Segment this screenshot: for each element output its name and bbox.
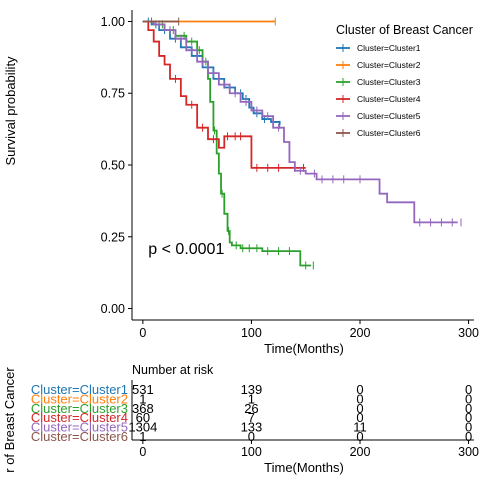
km-chart: 0.00 0.25 0.50 0.75 1.00 0 100 200 300 Survival… <box>3 10 479 356</box>
legend-item-label: Cluster=Cluster2 <box>357 60 421 70</box>
km-x-tick-label: 100 <box>241 326 262 340</box>
km-y-axis-label: Survival probability <box>3 56 18 166</box>
legend: Cluster of Breast Cancer Cluster=Cluster… <box>336 23 473 138</box>
legend-item-label: Cluster=Cluster4 <box>357 94 421 104</box>
km-y-tick-label: 0.00 <box>101 302 125 316</box>
risk-table: Number at risk r of Breast Cancer Cluste… <box>2 363 479 475</box>
risk-x-tick-label: 0 <box>139 445 146 459</box>
risk-x-tick-label: 200 <box>350 445 371 459</box>
km-y-tick-label: 0.25 <box>101 230 125 244</box>
km-y-tick-label: 0.50 <box>101 159 125 173</box>
km-y-ticks: 0.00 0.25 0.50 0.75 1.00 <box>101 15 132 316</box>
legend-item-label: Cluster=Cluster5 <box>357 111 421 121</box>
km-x-tick-label: 0 <box>139 326 146 340</box>
km-x-tick-label: 200 <box>350 326 371 340</box>
risk-table-rows: Cluster=Cluster1 531 139 0 0Cluster=Cluster2… <box>31 382 472 444</box>
legend-items: Cluster=Cluster1 Cluster=Cluster2 Cluster=… <box>336 43 421 138</box>
legend-item-label: Cluster=Cluster1 <box>357 43 421 53</box>
legend-title: Cluster of Breast Cancer <box>336 23 473 37</box>
risk-table-y-label: r of Breast Cancer <box>2 367 17 473</box>
km-series-group <box>143 17 461 269</box>
km-y-tick-label: 1.00 <box>101 15 125 29</box>
legend-item-label: Cluster=Cluster6 <box>357 128 421 138</box>
km-curve-cluster3 <box>143 21 311 265</box>
km-x-axis-label: Time(Months) <box>264 341 344 356</box>
risk-table-x-axis-label: Time(Months) <box>264 460 344 475</box>
risk-table-x-ticks: 0 100 200 300 <box>139 440 479 459</box>
risk-row-label: Cluster=Cluster6 <box>31 429 128 444</box>
risk-table-title: Number at risk <box>132 363 214 377</box>
km-x-ticks: 0 100 200 300 <box>139 320 479 340</box>
km-curve-cluster4 <box>143 21 306 167</box>
p-value-annotation: p < 0.0001 <box>148 241 224 258</box>
risk-x-tick-label: 100 <box>241 445 262 459</box>
risk-x-tick-label: 300 <box>458 445 479 459</box>
km-y-tick-label: 0.75 <box>101 87 125 101</box>
km-x-tick-label: 300 <box>458 326 479 340</box>
legend-item-label: Cluster=Cluster3 <box>357 77 421 87</box>
